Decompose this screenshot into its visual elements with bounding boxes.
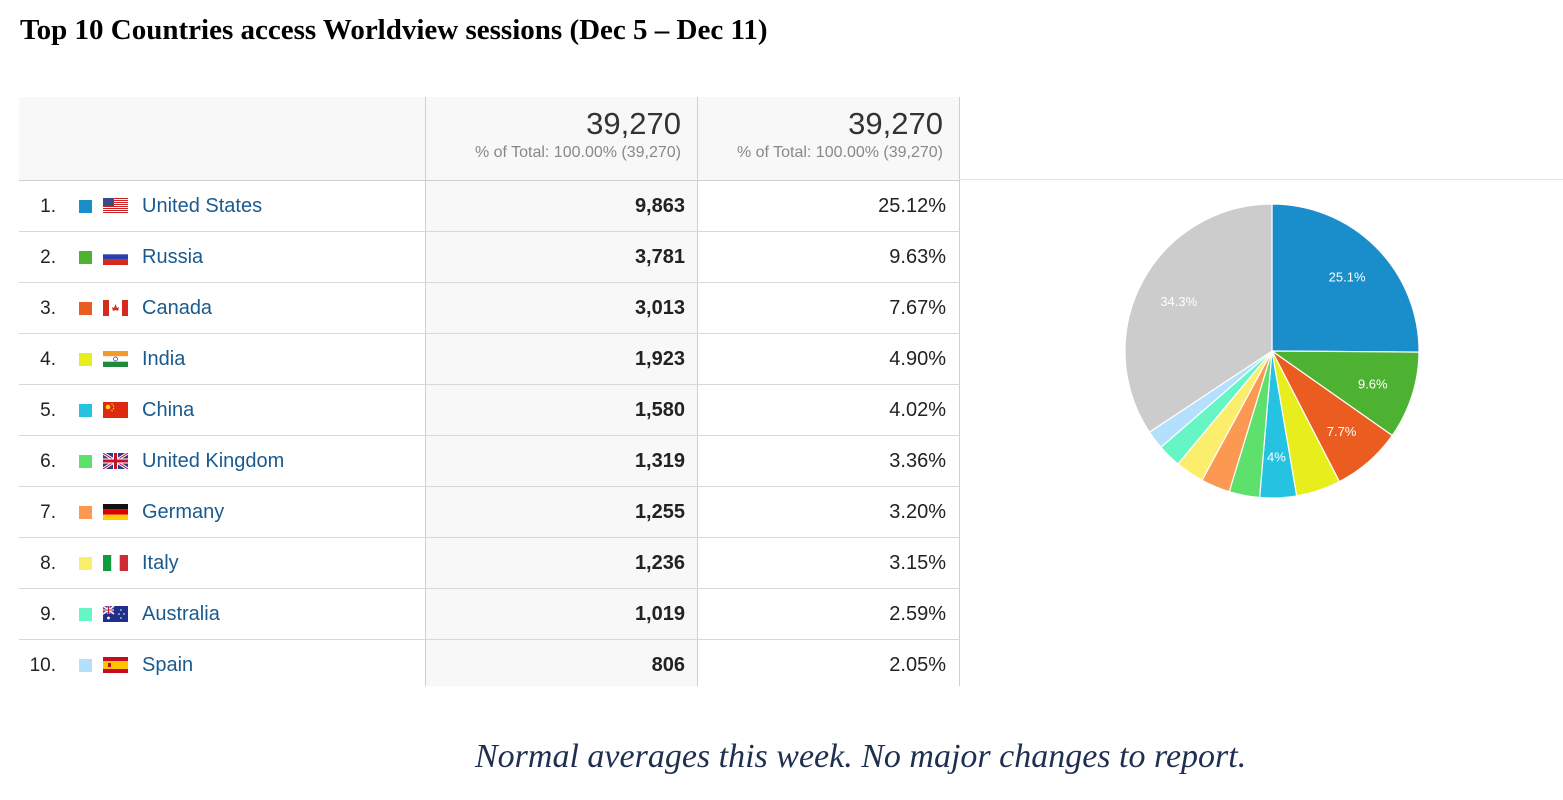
row-rank: 3.	[40, 298, 56, 319]
countries-table: 39,270 % of Total: 100.00% (39,270) 39,2…	[19, 97, 960, 686]
percent-total: 39,270	[848, 106, 943, 141]
flag-us-icon	[103, 198, 128, 214]
flag-ca-icon	[103, 300, 128, 316]
percent-cell: 4.02%	[698, 385, 960, 435]
country-link[interactable]: Germany	[142, 501, 225, 523]
flag-in-icon	[103, 351, 128, 367]
color-swatch	[79, 455, 92, 468]
country-link[interactable]: Spain	[142, 654, 194, 676]
table-header: 39,270 % of Total: 100.00% (39,270) 39,2…	[19, 97, 960, 181]
row-rank: 7.	[40, 502, 56, 523]
table-row: 8. Italy 1,236 3.15%	[19, 538, 960, 589]
table-row: 7. Germany 1,255 3.20%	[19, 487, 960, 538]
flag-gb-icon	[103, 453, 128, 469]
percent-cell: 3.36%	[698, 436, 960, 486]
color-swatch	[79, 302, 92, 315]
pie-slice-label: 34.3%	[1160, 294, 1197, 309]
pie-slice	[1124, 203, 1273, 434]
table-body: 1. United States 9,863 25.12% 2. Russia 3,781 9…	[19, 181, 960, 686]
sessions-cell: 1,580	[425, 385, 698, 435]
color-swatch	[79, 557, 92, 570]
color-swatch	[79, 404, 92, 417]
country-link[interactable]: Italy	[142, 552, 179, 574]
row-rank: 2.	[40, 247, 56, 268]
sessions-pie-chart: 25.1% 9.6% 7.7% 4% 34.3%	[1124, 203, 1420, 499]
pie-slice	[1271, 203, 1420, 353]
table-row: 4. India 1,923 4.90%	[19, 334, 960, 385]
row-rank: 10.	[29, 655, 56, 676]
pie-slice-label: 25.1%	[1329, 269, 1366, 284]
country-link[interactable]: India	[142, 348, 186, 370]
sessions-cell: 1,236	[425, 538, 698, 588]
sessions-total: 39,270	[586, 106, 681, 141]
sessions-cell: 1,255	[425, 487, 698, 537]
pie-slice-label: 7.7%	[1327, 424, 1357, 439]
row-rank: 1.	[40, 196, 56, 217]
flag-de-icon	[103, 504, 128, 520]
color-swatch	[79, 608, 92, 621]
sessions-column-header: 39,270 % of Total: 100.00% (39,270)	[425, 97, 698, 180]
table-row: 1. United States 9,863 25.12%	[19, 181, 960, 232]
country-link[interactable]: Canada	[142, 297, 213, 319]
percent-total-sub: % of Total: 100.00% (39,270)	[736, 144, 943, 161]
percent-cell: 9.63%	[698, 232, 960, 282]
table-row: 2. Russia 3,781 9.63%	[19, 232, 960, 283]
country-link[interactable]: China	[142, 399, 195, 421]
row-rank: 6.	[40, 451, 56, 472]
flag-ru-icon	[103, 249, 128, 265]
row-rank: 5.	[40, 400, 56, 421]
divider	[960, 179, 1563, 180]
color-swatch	[79, 659, 92, 672]
sessions-cell: 3,013	[425, 283, 698, 333]
country-link[interactable]: Australia	[142, 603, 220, 625]
percent-cell: 3.20%	[698, 487, 960, 537]
percent-cell: 3.15%	[698, 538, 960, 588]
table-row: 5. China 1,580 4.02%	[19, 385, 960, 436]
flag-es-icon	[103, 657, 128, 673]
pie-slice-label: 9.6%	[1358, 376, 1388, 391]
page-title: Top 10 Countries access Worldview sessio…	[20, 14, 768, 46]
table-row: 3. Canada 3,013 7.67%	[19, 283, 960, 334]
percent-cell: 7.67%	[698, 283, 960, 333]
table-row: 6. United Kingdom 1,319 3.36%	[19, 436, 960, 487]
percent-cell: 4.90%	[698, 334, 960, 384]
sessions-cell: 806	[425, 640, 698, 686]
table-row: 10. Spain 806 2.05%	[19, 640, 960, 686]
country-link[interactable]: Russia	[142, 246, 204, 268]
color-swatch	[79, 251, 92, 264]
color-swatch	[79, 200, 92, 213]
row-rank: 9.	[40, 604, 56, 625]
percent-cell: 25.12%	[698, 181, 960, 231]
percent-cell: 2.05%	[698, 640, 960, 686]
table-row: 9. Australia 1,019 2.59%	[19, 589, 960, 640]
percent-cell: 2.59%	[698, 589, 960, 639]
country-link[interactable]: United States	[142, 195, 263, 217]
sessions-cell: 1,923	[425, 334, 698, 384]
row-rank: 4.	[40, 349, 56, 370]
sessions-cell: 3,781	[425, 232, 698, 282]
row-rank: 8.	[40, 553, 56, 574]
color-swatch	[79, 506, 92, 519]
pie-slice	[1270, 350, 1420, 437]
percent-column-header: 39,270 % of Total: 100.00% (39,270)	[698, 97, 960, 180]
color-swatch	[79, 353, 92, 366]
flag-it-icon	[103, 555, 128, 571]
footer-note: Normal averages this week. No major chan…	[475, 738, 1247, 775]
sessions-cell: 9,863	[425, 181, 698, 231]
flag-cn-icon	[103, 402, 128, 418]
sessions-total-sub: % of Total: 100.00% (39,270)	[474, 144, 681, 161]
flag-au-icon	[103, 606, 128, 622]
pie-slice-label: 4%	[1267, 450, 1286, 465]
sessions-cell: 1,319	[425, 436, 698, 486]
country-link[interactable]: United Kingdom	[142, 450, 285, 472]
sessions-cell: 1,019	[425, 589, 698, 639]
